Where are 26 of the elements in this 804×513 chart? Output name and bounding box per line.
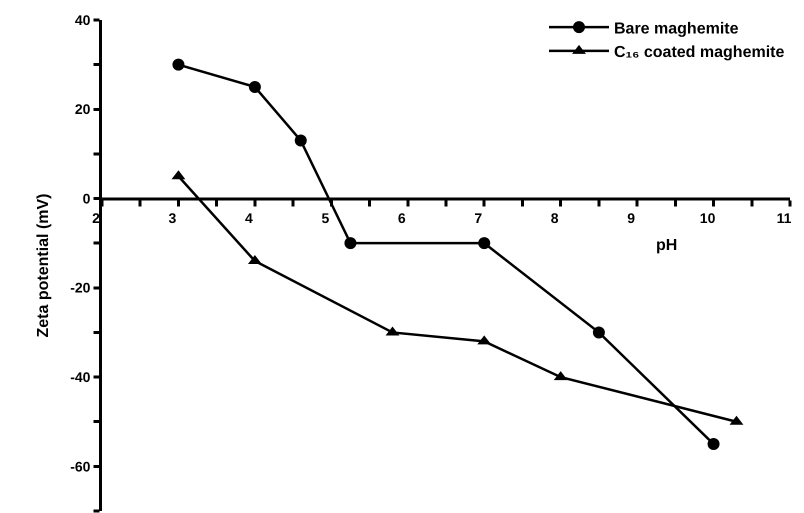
point bbox=[248, 80, 261, 93]
x-tick-label: 8 bbox=[550, 210, 559, 226]
x-tick-label: 7 bbox=[474, 210, 482, 226]
y-axis-title: Zeta potential (mV) bbox=[35, 193, 52, 338]
point bbox=[294, 134, 307, 147]
x-axis-title: pH bbox=[656, 237, 678, 254]
legend-label: C₁₆ coated maghemite bbox=[614, 44, 784, 62]
point bbox=[172, 58, 184, 71]
point bbox=[592, 326, 605, 338]
y-tick-label: -20 bbox=[70, 280, 91, 296]
point bbox=[478, 237, 490, 250]
x-tick-label: 5 bbox=[321, 210, 330, 226]
x-tick-label: 3 bbox=[168, 210, 177, 226]
y-tick-label: 20 bbox=[74, 101, 91, 118]
x-tick-label: 2 bbox=[92, 210, 100, 226]
x-tick-label: 10 bbox=[700, 210, 716, 226]
y-tick-label: -60 bbox=[70, 458, 91, 474]
x-tick-label: 4 bbox=[244, 210, 253, 226]
y-tick-label: 0 bbox=[82, 190, 91, 206]
x-tick-label: 11 bbox=[776, 210, 792, 226]
x-tick-label: 9 bbox=[627, 210, 636, 226]
point bbox=[344, 237, 356, 250]
legend-label: Bare maghemite bbox=[614, 20, 739, 38]
x-tick-label: 6 bbox=[398, 210, 406, 226]
y-tick-label: -40 bbox=[70, 368, 91, 385]
y-tick-label: 40 bbox=[74, 12, 91, 28]
